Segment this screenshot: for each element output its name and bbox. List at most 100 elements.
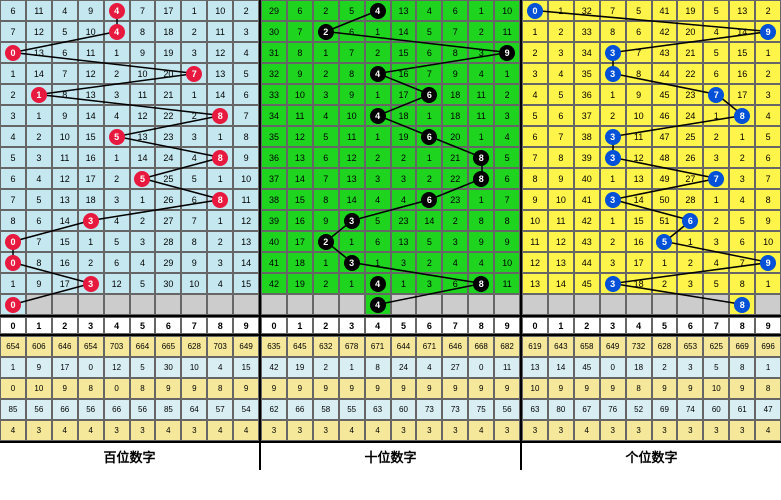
grid-cell: 6	[0, 168, 26, 189]
grid-cell: 10	[130, 63, 156, 84]
panel: 2962541346110307261145721131817215683932…	[261, 0, 522, 470]
grid-row: 71251048182113	[0, 21, 259, 42]
grid-cell: 21	[155, 84, 181, 105]
grid-cell: 27	[155, 210, 181, 231]
stats-cell: 58	[313, 399, 339, 420]
grid-cell: 5	[339, 0, 365, 21]
header-cell: 4	[104, 317, 130, 334]
number-ball: 4	[370, 66, 386, 82]
grid-cell: 5	[522, 105, 548, 126]
stats-cell: 643	[548, 336, 574, 357]
grid-row: 0	[0, 294, 259, 315]
grid-cell: 20	[677, 21, 703, 42]
grid-row: 8	[522, 294, 781, 315]
grid-cell: 9	[494, 231, 520, 252]
grid-cell: 15	[391, 42, 417, 63]
grid-cell: 8	[522, 168, 548, 189]
grid-cell: 31	[261, 42, 287, 63]
stats-cell: 3	[26, 420, 52, 441]
grid-cell: 11	[468, 105, 494, 126]
grid-cell: 14	[626, 189, 652, 210]
stats-cell: 0	[78, 357, 104, 378]
stats-cell: 9	[652, 378, 678, 399]
panel: 0132754119513212338642204149233437432151…	[522, 0, 781, 470]
grid-cell: 11	[287, 105, 313, 126]
grid-cell: 4	[104, 21, 130, 42]
stats-cell: 66	[287, 399, 313, 420]
grid-cell: 4	[494, 126, 520, 147]
grid-row: 42101551323318	[0, 126, 259, 147]
stats-cell: 63	[365, 399, 391, 420]
grid-row: 36136122212185	[261, 147, 520, 168]
grid-row: 4	[261, 294, 520, 315]
stats-cell: 671	[416, 336, 442, 357]
grid-cell: 1	[548, 0, 574, 21]
grid-cell: 8	[729, 105, 755, 126]
grid-row: 318172156839	[261, 42, 520, 63]
grid-cell: 3	[207, 252, 233, 273]
stats-cell: 645	[287, 336, 313, 357]
grid-cell: 4	[416, 0, 442, 21]
grid-cell: 7	[600, 0, 626, 21]
grid-cell: 5	[104, 126, 130, 147]
stats-cell: 30	[155, 357, 181, 378]
grid-cell	[207, 294, 233, 315]
grid-cell: 5	[365, 210, 391, 231]
grid-cell: 2	[313, 0, 339, 21]
stats-cell: 18	[626, 357, 652, 378]
grid-cell: 8	[130, 21, 156, 42]
grid-row: 2962541346110	[261, 0, 520, 21]
grid-cell: 6	[522, 126, 548, 147]
grid-row: 67383114725215	[522, 126, 781, 147]
stats-cell: 654	[0, 336, 26, 357]
grid-cell: 7	[494, 189, 520, 210]
grid-cell: 25	[677, 126, 703, 147]
grid-cell: 2	[233, 0, 259, 21]
grid-cell: 12	[26, 21, 52, 42]
grid-cell: 9	[78, 0, 104, 21]
grid-cell: 4	[365, 105, 391, 126]
number-ball: 6	[682, 213, 698, 229]
header-cell: 3	[600, 317, 626, 334]
stats-cell: 665	[155, 336, 181, 357]
grid-cell: 18	[78, 189, 104, 210]
stats-row: 3343333334	[522, 420, 781, 441]
grid-cell: 4	[313, 105, 339, 126]
header-cell: 0	[0, 317, 26, 334]
stats-cell: 12	[104, 357, 130, 378]
grid-cell: 11	[78, 42, 104, 63]
grid-cell: 5	[52, 21, 78, 42]
stats-cell: 635	[261, 336, 287, 357]
number-ball: 3	[605, 129, 621, 145]
stats-cell: 64	[181, 399, 207, 420]
stats-cell: 3	[703, 420, 729, 441]
grid-cell: 2	[0, 84, 26, 105]
grid-cell: 2	[365, 42, 391, 63]
stats-cell: 4	[233, 420, 259, 441]
stats-cell: 8	[207, 378, 233, 399]
grid-cell: 12	[287, 126, 313, 147]
grid-cell: 6	[416, 42, 442, 63]
grid-cell: 3	[391, 168, 417, 189]
grid-cell: 12	[52, 168, 78, 189]
header-cell: 5	[391, 317, 417, 334]
stats-cell: 13	[522, 357, 548, 378]
grid-cell: 1	[181, 0, 207, 21]
grid-cell	[181, 294, 207, 315]
grid-cell: 11	[494, 273, 520, 294]
stats-cell: 658	[574, 336, 600, 357]
grid-cell: 6	[104, 252, 130, 273]
grid-row: 38158144462317	[261, 189, 520, 210]
grid-cell: 1	[365, 21, 391, 42]
grid-cell: 34	[574, 42, 600, 63]
stats-cell: 1	[0, 357, 26, 378]
grid-cell	[468, 294, 494, 315]
header-cell: 1	[26, 317, 52, 334]
grid-cell: 9	[442, 63, 468, 84]
grid-cell: 12	[548, 231, 574, 252]
grid-row: 4017216135399	[261, 231, 520, 252]
stats-row: 109998991098	[522, 378, 781, 399]
stats-cell: 703	[207, 336, 233, 357]
grid: 2962541346110307261145721131817215683932…	[261, 0, 520, 315]
grid-cell: 6	[442, 273, 468, 294]
